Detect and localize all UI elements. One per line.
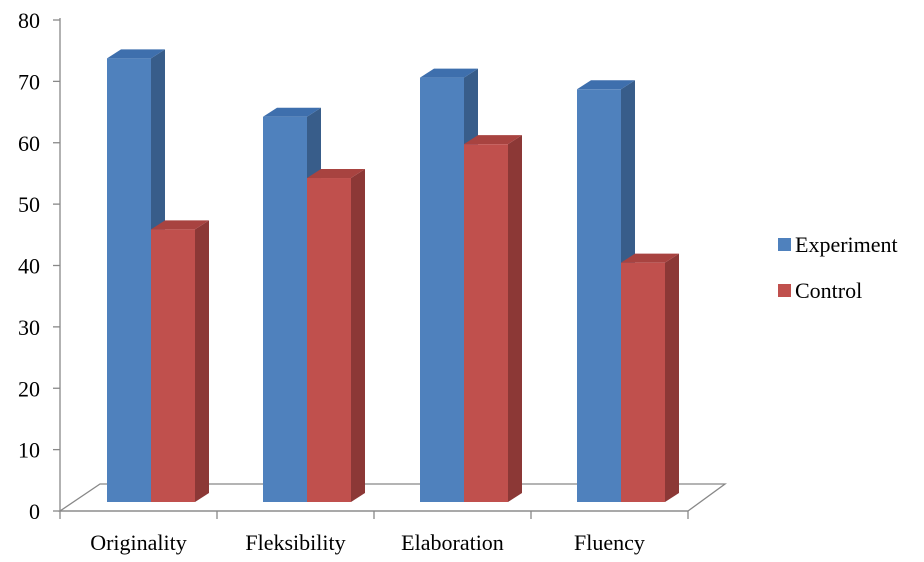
x-tick-label: Fluency (574, 530, 645, 555)
bar-control-fluency (621, 253, 679, 502)
x-tick-label: Fleksibility (245, 530, 345, 555)
bar-control-fleksibility (307, 169, 365, 503)
legend: Experiment Control (778, 232, 898, 303)
y-tick-label: 70 (18, 69, 40, 94)
y-tick-label: 80 (18, 8, 40, 33)
legend-label-experiment: Experiment (795, 232, 898, 257)
y-tick-label: 60 (18, 131, 40, 156)
y-tick-label: 30 (18, 315, 40, 340)
y-tick-label: 40 (18, 254, 40, 279)
bars (107, 49, 679, 503)
x-tick-label: Originality (90, 530, 187, 555)
x-tick-labels: Originality Fleksibility Elaboration Fluenc… (90, 530, 645, 555)
bar-control-originality (151, 220, 209, 503)
legend-swatch-control (778, 284, 791, 297)
y-tick-label: 0 (29, 499, 40, 524)
legend-swatch-experiment (778, 238, 791, 251)
y-tick-labels: 0 10 20 30 40 50 60 70 80 (18, 8, 40, 524)
y-tick-label: 10 (18, 438, 40, 463)
y-tick-label: 50 (18, 192, 40, 217)
axes (53, 18, 689, 519)
legend-label-control: Control (795, 278, 862, 303)
x-tick-label: Elaboration (401, 530, 504, 555)
bar-control-elaboration (464, 135, 522, 502)
y-tick-label: 20 (18, 376, 40, 401)
